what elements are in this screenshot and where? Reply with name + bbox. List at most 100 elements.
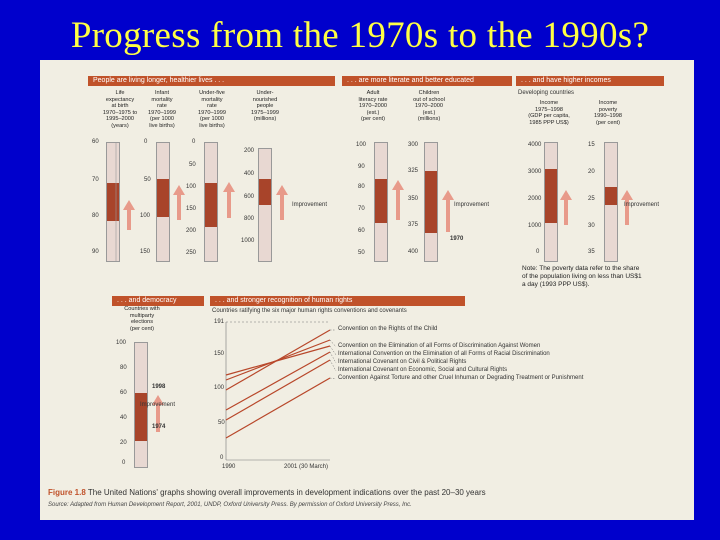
tick-label: 20 [120,440,127,446]
bar-fill [205,183,217,227]
year-label-1970: 1970 [450,236,464,242]
legend-entry: Convention Against Torture and other Cru… [338,375,584,381]
tick-label: 0 [220,455,224,461]
tick-label: 90 [92,249,99,255]
legend-entry: International Covenant on Economic, Soci… [338,367,508,373]
section-header-human-rights: . . . and stronger recognition of human … [210,296,465,306]
bar-fill [375,179,387,223]
tick-label: 0 [536,249,540,255]
caption-text: The United Nations' graphs showing overa… [87,488,486,497]
improvement-label-income: Improvement [624,202,660,208]
tick-label: 600 [244,194,255,200]
ratifying-label: Countries ratifying the six major human … [212,308,407,314]
bar-children-out-of-school [424,142,438,262]
bar-undernourished [258,148,272,262]
section-header-democracy: . . . and democracy [112,296,204,306]
tick-label: 350 [408,196,419,202]
tick-label: 90 [358,164,365,170]
tick-label: 150 [214,351,225,357]
tick-label: 0 [192,139,196,145]
figure-caption: Figure 1.8 The United Nations' graphs sh… [48,488,486,497]
arrow-up-icon [621,190,633,225]
tick-label: 250 [186,250,197,256]
bar-fill [157,179,169,217]
tick-label: 800 [244,216,255,222]
tick-label: 35 [588,249,595,255]
tick-label: 100 [116,340,127,346]
figure-number: Figure 1.8 [48,488,86,497]
column-heading-under-five-mortality: Under-five mortality rate 1970–1999 (per… [198,90,226,129]
tick-label: 200 [186,228,197,234]
tick-label: 300 [408,142,419,148]
tick-label: 150 [140,249,151,255]
tick-label: 50 [189,162,196,168]
tick-label: 375 [408,222,419,228]
tick-label: 1000 [241,238,255,244]
tick-label: 80 [120,365,127,371]
legend-entry: International Convention on the Eliminat… [338,351,550,357]
section-header-income: . . . and have higher incomes [516,76,664,86]
improvement-label-education: Improvement [454,202,490,208]
bar-literacy [374,142,388,262]
series-line-iccpr [225,351,331,411]
section-header-education: . . . are more literate and better educa… [342,76,512,86]
tick-label: 25 [588,196,595,202]
tick-label: 50 [144,177,151,183]
arrow-up-icon [392,180,404,220]
column-heading-life-expectancy: Life expectancy at birth 1970–1975 to 19… [102,90,138,129]
column-heading-literacy: Adult literacy rate 1970–2000 (est.) (pe… [358,90,388,123]
bar-fill [425,171,437,233]
tick-label: 40 [120,415,127,421]
slide-title: Progress from the 1970s to the 1990s? [70,15,650,56]
tick-label: 0 [122,460,126,466]
tick-label: 100 [186,184,197,190]
bar-fill [605,187,617,205]
tick-label: 200 [244,148,255,154]
legend-entry: Convention on the Rights of the Child [338,326,438,332]
tick-label: 400 [244,171,255,177]
bar-under-five [204,142,218,262]
tick-label: 100 [356,142,367,148]
bar-income [544,142,558,262]
bar-fill [545,169,557,223]
bar-fill [135,393,147,441]
column-heading-infant-mortality: Infant mortality rate 1970–1999 (per 100… [148,90,176,129]
column-heading-undernourished: Under- nourished people 1975–1999 (milli… [251,90,279,123]
series-line-cat [225,377,331,439]
tick-label: 70 [92,177,99,183]
poverty-note: Note: The poverty data refer to the shar… [522,265,642,288]
tick-label: 2000 [528,196,542,202]
tick-label: 20 [588,169,595,175]
series-line-cerd [225,345,331,376]
figure-source: Source: Adapted from Human Development R… [48,502,412,508]
column-heading-poverty: Income poverty 1990–1998 (per cent) [594,100,622,126]
human-rights-chart [225,321,337,461]
tick-label: 80 [358,184,365,190]
bar-poverty [604,142,618,262]
column-heading-income: Income 1975–1998 (GDP per capita, 1985 P… [528,100,570,126]
tick-label: 1000 [528,223,542,229]
tick-label: 400 [408,249,419,255]
tick-label: 30 [588,223,595,229]
legend-entry: International Covenant on Civil & Politi… [338,359,467,365]
bar-fill [259,179,271,205]
figure-page: People are living longer, healthier live… [40,60,694,520]
legend-entry: Convention on the Elimination of all For… [338,343,541,349]
tick-label: 80 [92,213,99,219]
arrow-up-icon [152,395,164,432]
arrow-up-icon [123,200,135,230]
arrow-up-icon [442,190,454,232]
tick-label: 4000 [528,142,542,148]
tick-label: 60 [92,139,99,145]
column-heading-multiparty: Countries with multiparty elections (per… [124,306,160,332]
arrow-up-icon [173,185,185,220]
developing-countries-label: Developing countries [518,90,575,96]
arrow-up-icon [560,190,572,225]
year-label-1998: 1998 [152,384,166,390]
x-tick-label: 1990 [222,464,236,470]
tick-label: 100 [140,213,151,219]
improvement-arrows [115,142,633,432]
year-label-1974: 1974 [152,424,166,430]
improvement-label-health: Improvement [292,202,328,208]
tick-label: 0 [144,139,148,145]
